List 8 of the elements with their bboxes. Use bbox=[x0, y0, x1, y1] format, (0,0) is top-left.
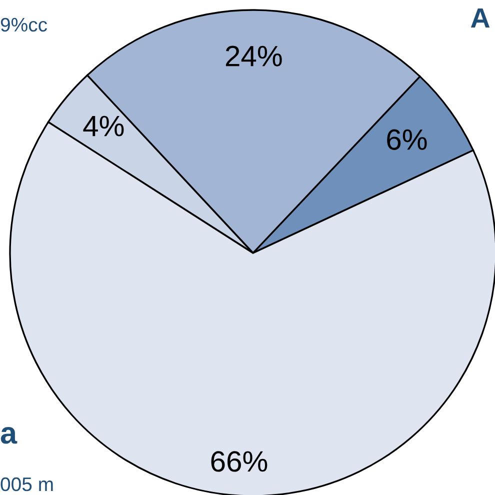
text: a bbox=[0, 427, 18, 444]
data-label: 66% bbox=[211, 451, 268, 472]
text: 9%cc bbox=[0, 18, 48, 32]
text: A bbox=[470, 8, 490, 28]
data-label: 6% bbox=[387, 129, 427, 150]
data-label: 4% bbox=[83, 116, 124, 136]
data-label: 24% bbox=[226, 46, 282, 66]
text: 005 m bbox=[0, 477, 53, 492]
